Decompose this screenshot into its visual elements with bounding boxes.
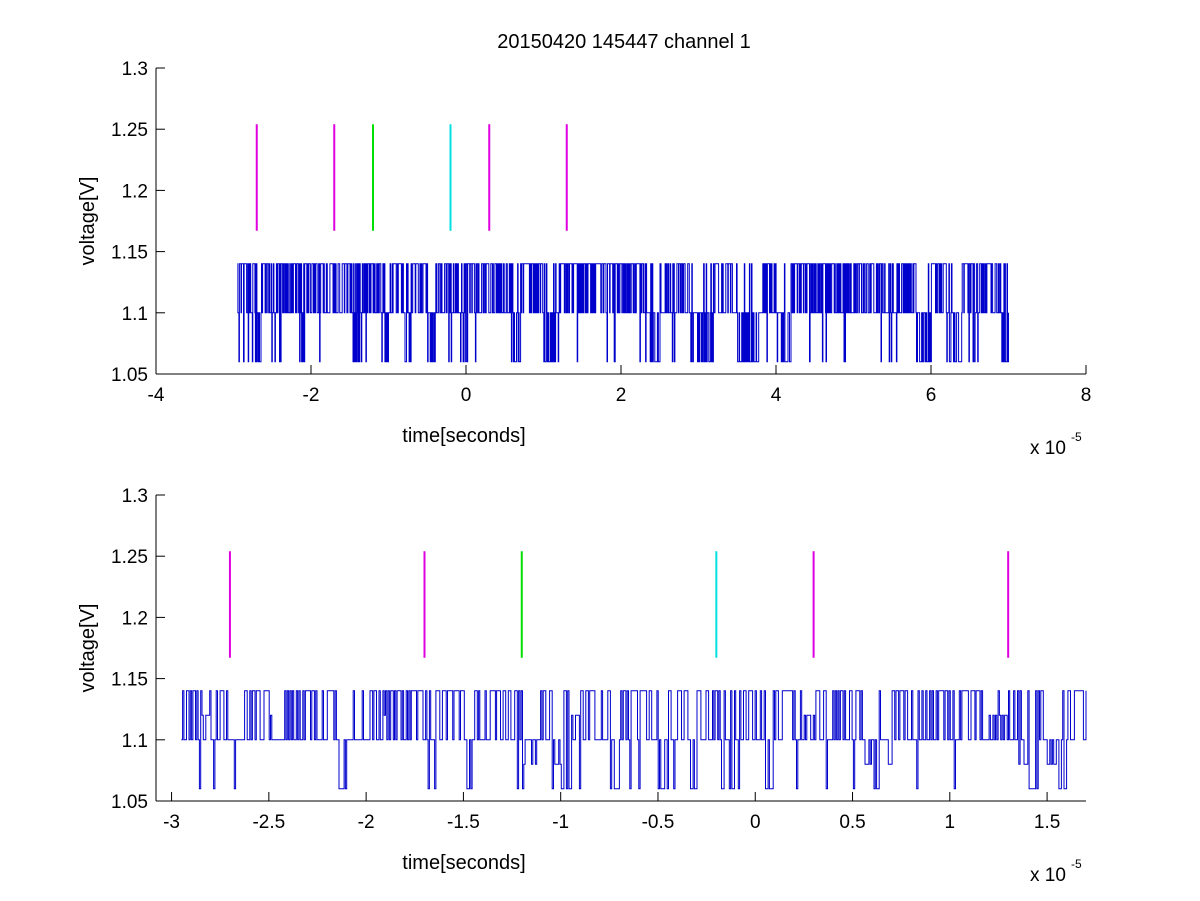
x-multiplier-exponent: -5 bbox=[1071, 430, 1082, 444]
y-tick-label: 1.1 bbox=[122, 731, 148, 752]
x-tick-label: 4 bbox=[771, 385, 782, 406]
voltage-series-line bbox=[181, 690, 1087, 790]
y-tick-label: 1.1 bbox=[122, 304, 148, 325]
voltage-series-line bbox=[237, 263, 1009, 363]
x-tick-label: 1 bbox=[945, 812, 956, 833]
x-tick-label: 0 bbox=[750, 812, 761, 833]
y-tick-label: 1.3 bbox=[122, 486, 148, 507]
x-tick-label: 6 bbox=[926, 385, 937, 406]
y-tick-label: 1.15 bbox=[111, 243, 148, 264]
x-axis-label: time[seconds] bbox=[402, 425, 525, 447]
y-tick-label: 1.2 bbox=[122, 181, 148, 202]
top-plot: -4 -2 0 2 4 6 8 1.05 1.1 1.15 1.2 1.25 1.3 time[secon… bbox=[77, 59, 1091, 459]
y-tick-label: 1.15 bbox=[111, 670, 148, 691]
x-tick-label: -0.5 bbox=[642, 812, 675, 833]
x-multiplier: x 10 bbox=[1030, 438, 1066, 459]
x-tick-label: 0.5 bbox=[839, 812, 865, 833]
x-tick-label: 1.5 bbox=[1034, 812, 1060, 833]
figure-title: 20150420 145447 channel 1 bbox=[497, 31, 751, 53]
x-tick-label: -3 bbox=[163, 812, 180, 833]
y-tick-label: 1.05 bbox=[111, 792, 148, 813]
y-axis-label: voltage[V] bbox=[77, 604, 99, 693]
x-tick-label: 2 bbox=[616, 385, 627, 406]
x-tick-label: -2 bbox=[303, 385, 320, 406]
y-tick-label: 1.25 bbox=[111, 120, 148, 141]
x-tick-label: -1 bbox=[552, 812, 569, 833]
x-tick-label: -4 bbox=[148, 385, 165, 406]
x-tick-label: -1.5 bbox=[447, 812, 480, 833]
y-tick-label: 1.3 bbox=[122, 59, 148, 80]
y-tick-label: 1.05 bbox=[111, 365, 148, 386]
y-tick-label: 1.25 bbox=[111, 547, 148, 568]
x-tick-label: -2 bbox=[358, 812, 375, 833]
bottom-plot: -3 -2.5 -2 -1.5 -1 -0.5 0 0.5 1 1.5 1.05 1.1 1.15 1.2… bbox=[77, 486, 1087, 886]
x-multiplier: x 10 bbox=[1030, 865, 1066, 886]
x-axis-label: time[seconds] bbox=[402, 852, 525, 874]
x-multiplier-exponent: -5 bbox=[1071, 857, 1082, 871]
x-tick-label: -2.5 bbox=[252, 812, 285, 833]
x-tick-label: 8 bbox=[1081, 385, 1092, 406]
y-axis-label: voltage[V] bbox=[77, 177, 99, 266]
x-tick-label: 0 bbox=[461, 385, 472, 406]
y-tick-label: 1.2 bbox=[122, 608, 148, 629]
